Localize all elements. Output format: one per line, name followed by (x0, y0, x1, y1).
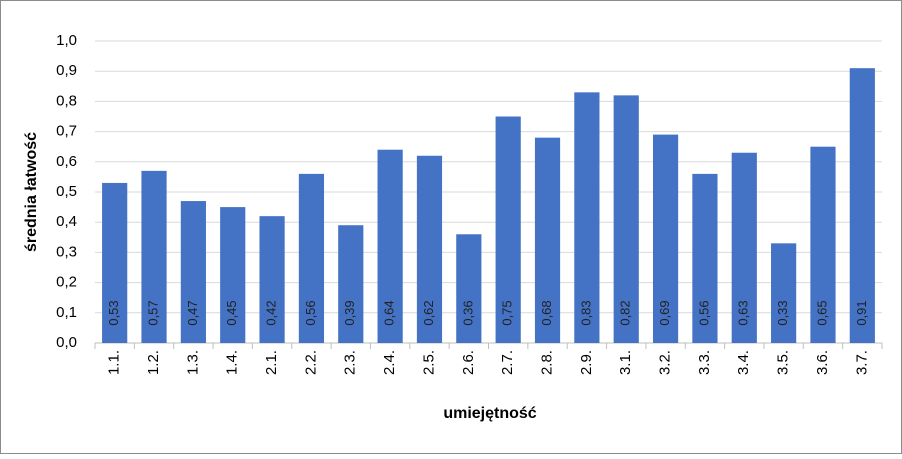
x-tick-label: 2.9. (578, 350, 595, 375)
bar (771, 243, 797, 343)
data-label: 0,83 (578, 300, 593, 325)
y-tick-label: 0,6 (56, 153, 77, 170)
bar (220, 207, 246, 343)
x-tick-label: 2.4. (381, 350, 398, 375)
x-tick-label: 1.1. (106, 350, 123, 375)
x-tick-label: 2.6. (460, 350, 477, 375)
data-label: 0,36 (460, 300, 475, 325)
data-label: 0,33 (775, 300, 790, 325)
bar (692, 173, 718, 343)
data-label: 0,45 (224, 300, 239, 325)
bar (180, 201, 206, 343)
y-tick-label: 0,1 (56, 304, 77, 321)
bar (377, 149, 403, 343)
data-label: 0,56 (696, 300, 711, 325)
y-tick-label: 0,0 (56, 334, 77, 351)
bar (259, 216, 285, 343)
bar (298, 173, 325, 343)
x-tick-label: 3.3. (696, 350, 713, 375)
bar (338, 225, 364, 343)
bar (652, 134, 679, 343)
bar (102, 182, 128, 343)
y-tick-label: 1,0 (56, 32, 77, 49)
x-axis-title: umiejętność (443, 405, 536, 422)
data-label: 0,53 (106, 300, 121, 325)
bar (574, 92, 600, 343)
x-tick-label: 2.7. (499, 350, 516, 375)
data-label: 0,47 (185, 300, 200, 325)
data-label: 0,42 (264, 300, 279, 325)
y-tick-label: 0,9 (56, 62, 77, 79)
x-tick-label: 3.6. (814, 350, 831, 375)
bar (495, 116, 521, 343)
x-tick-label: 2.8. (538, 350, 555, 375)
y-tick-label: 0,3 (56, 243, 77, 260)
data-label: 0,57 (145, 300, 160, 325)
bar (534, 137, 561, 343)
x-tick-label: 3.5. (775, 350, 792, 375)
data-label: 0,75 (500, 300, 515, 325)
y-tick-label: 0,5 (56, 183, 77, 200)
data-label: 0,39 (342, 300, 357, 325)
x-tick-label: 3.4. (735, 350, 752, 375)
y-tick-label: 0,4 (56, 213, 77, 230)
bar (456, 234, 482, 343)
data-label: 0,63 (736, 300, 751, 325)
bar (849, 68, 875, 344)
x-tick-label: 1.2. (145, 350, 162, 375)
data-label: 0,82 (618, 300, 633, 325)
y-tick-label: 0,8 (56, 92, 77, 109)
bar (416, 155, 443, 343)
data-label: 0,65 (814, 300, 829, 325)
data-label: 0,56 (303, 300, 318, 325)
data-label: 0,64 (382, 300, 397, 325)
bar (613, 95, 639, 343)
bar (141, 170, 167, 343)
x-tick-label: 1.4. (224, 350, 241, 375)
y-tick-label: 0,7 (56, 123, 77, 140)
x-tick-label: 3.7. (853, 350, 870, 375)
data-label: 0,62 (421, 300, 436, 325)
x-tick-label: 2.5. (420, 350, 437, 375)
data-label: 0,91 (854, 300, 869, 325)
x-tick-label: 2.1. (263, 350, 280, 375)
x-tick-label: 3.2. (657, 350, 674, 375)
x-tick-label: 3.1. (617, 350, 634, 375)
data-label: 0,68 (539, 300, 554, 325)
data-label: 0,69 (657, 300, 672, 325)
y-tick-label: 0,2 (56, 274, 77, 291)
y-axis-title: średnia łatwość (23, 132, 40, 252)
x-tick-label: 2.2. (302, 350, 319, 375)
x-tick-label: 1.3. (184, 350, 201, 375)
bar (731, 152, 757, 343)
x-tick-label: 2.3. (342, 350, 359, 375)
bar (810, 146, 836, 343)
